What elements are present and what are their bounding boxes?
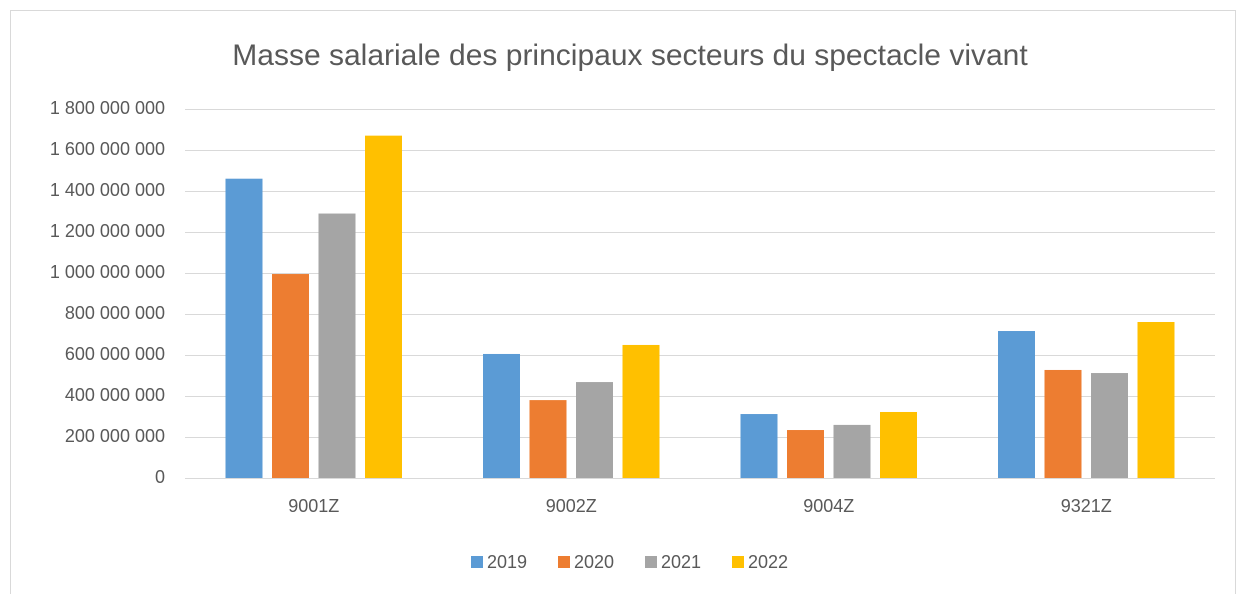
legend-swatch bbox=[471, 556, 483, 568]
legend-label: 2021 bbox=[661, 552, 701, 572]
bar bbox=[880, 411, 917, 478]
bar bbox=[787, 430, 824, 478]
chart-title: Masse salariale des principaux secteurs … bbox=[232, 39, 1028, 72]
y-tick-label: 1 400 000 000 bbox=[50, 180, 165, 200]
y-tick-label: 0 bbox=[155, 467, 165, 487]
bar bbox=[833, 424, 871, 478]
legend-label: 2022 bbox=[748, 552, 788, 572]
bar bbox=[1044, 369, 1082, 478]
legend-swatch bbox=[732, 556, 744, 568]
y-tick-label: 1 800 000 000 bbox=[50, 98, 165, 118]
x-tick-label: 9001Z bbox=[288, 496, 339, 516]
y-tick-label: 1 600 000 000 bbox=[50, 139, 165, 159]
chart-border bbox=[10, 10, 1236, 594]
y-tick-label: 200 000 000 bbox=[65, 426, 165, 446]
y-tick-label: 400 000 000 bbox=[65, 385, 165, 405]
bar bbox=[1091, 373, 1128, 478]
bar bbox=[225, 178, 263, 478]
bar bbox=[365, 135, 402, 478]
legend-label: 2020 bbox=[574, 552, 614, 572]
bar bbox=[622, 344, 660, 478]
y-tick-label: 1 200 000 000 bbox=[50, 221, 165, 241]
x-tick-label: 9321Z bbox=[1061, 496, 1112, 516]
x-tick-label: 9004Z bbox=[803, 496, 854, 516]
bar bbox=[1137, 321, 1175, 478]
x-tick-label: 9002Z bbox=[546, 496, 597, 516]
bar bbox=[318, 213, 356, 479]
legend-label: 2019 bbox=[487, 552, 527, 572]
bar bbox=[998, 331, 1035, 478]
legend-swatch bbox=[558, 556, 570, 568]
bar bbox=[483, 353, 520, 478]
bar bbox=[576, 382, 613, 478]
bar bbox=[272, 274, 309, 478]
y-tick-label: 600 000 000 bbox=[65, 344, 165, 364]
y-tick-label: 1 000 000 000 bbox=[50, 262, 165, 282]
bar bbox=[740, 414, 778, 478]
bar bbox=[529, 400, 567, 478]
y-tick-label: 800 000 000 bbox=[65, 303, 165, 323]
legend-swatch bbox=[645, 556, 657, 568]
